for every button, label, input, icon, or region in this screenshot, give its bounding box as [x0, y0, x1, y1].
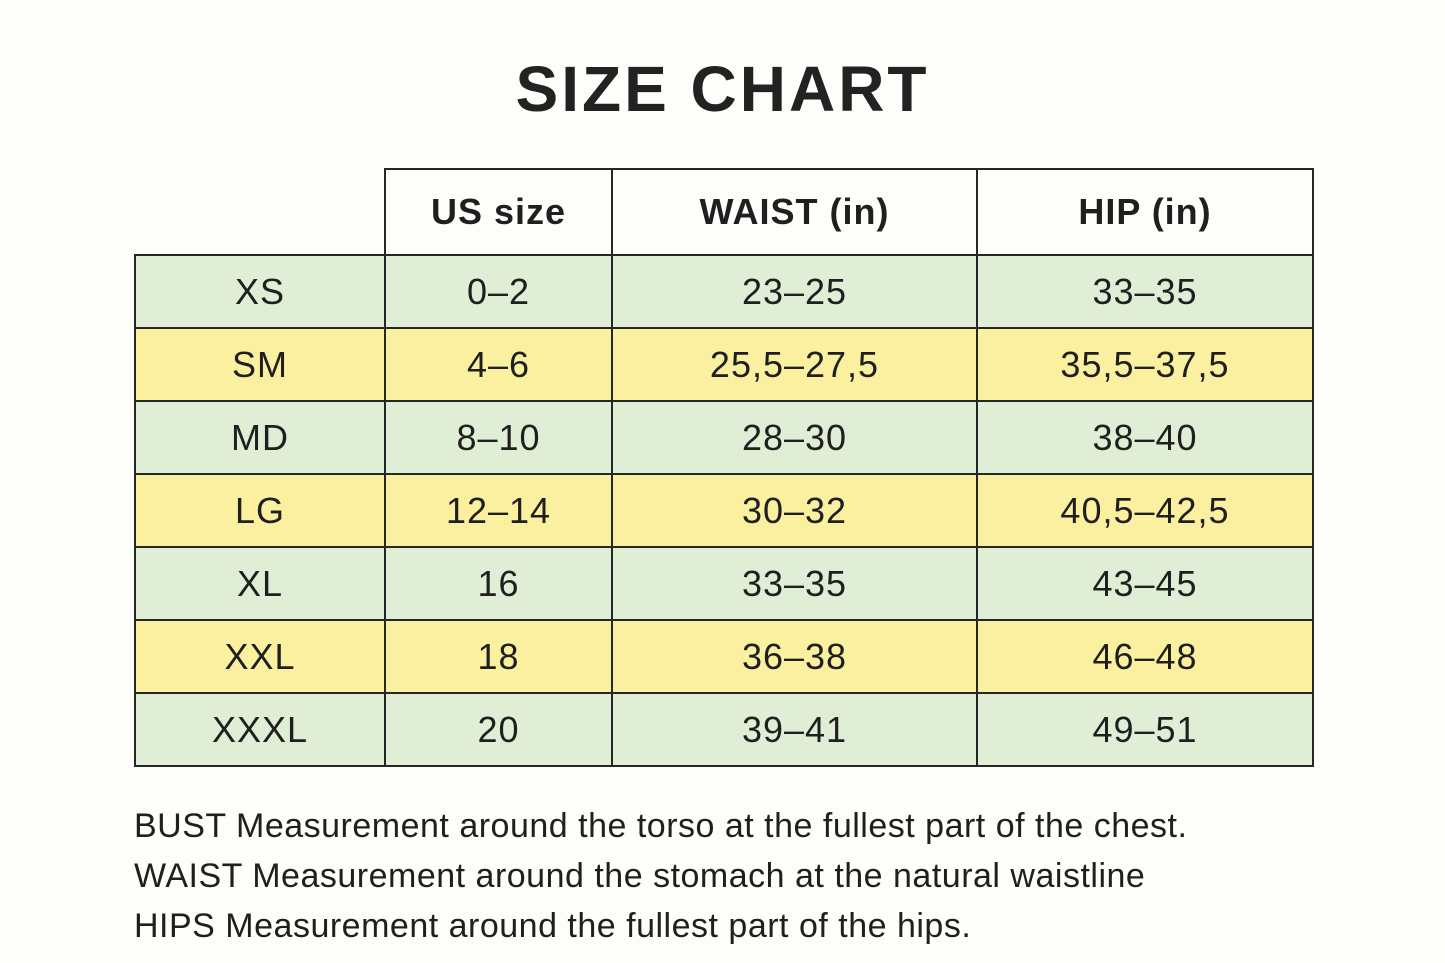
us-size-cell: 4–6 [384, 327, 613, 402]
us-size-cell: 12–14 [384, 473, 613, 548]
hip-cell: 35,5–37,5 [976, 327, 1314, 402]
size-cell: SM [134, 327, 386, 402]
size-row-xxl: XXL 18 36–38 46–48 [134, 619, 1314, 694]
waist-cell: 36–38 [611, 619, 978, 694]
measurement-notes: BUST Measurement around the torso at the… [134, 801, 1445, 951]
waist-cell: 28–30 [611, 400, 978, 475]
size-row-xl: XL 16 33–35 43–45 [134, 546, 1314, 621]
hip-cell: 43–45 [976, 546, 1314, 621]
waist-cell: 39–41 [611, 692, 978, 767]
header-row: US size WAIST (in) HIP (in) [135, 168, 1314, 256]
us-size-cell: 18 [384, 619, 613, 694]
hip-cell: 33–35 [976, 254, 1314, 329]
size-row-sm: SM 4–6 25,5–27,5 35,5–37,5 [134, 327, 1314, 402]
waist-cell: 30–32 [611, 473, 978, 548]
us-size-cell: 16 [384, 546, 613, 621]
us-size-cell: 0–2 [384, 254, 613, 329]
size-cell: MD [134, 400, 386, 475]
footnote-bust: BUST Measurement around the torso at the… [134, 807, 1188, 845]
size-cell: LG [134, 473, 386, 548]
col-header-hip: HIP (in) [976, 168, 1314, 256]
hip-cell: 40,5–42,5 [976, 473, 1314, 548]
us-size-cell: 8–10 [384, 400, 613, 475]
hip-cell: 38–40 [976, 400, 1314, 475]
size-row-md: MD 8–10 28–30 38–40 [134, 400, 1314, 475]
footnote-waist: WAIST Measurement around the stomach at … [134, 857, 1146, 895]
size-cell: XS [134, 254, 386, 329]
us-size-cell: 20 [384, 692, 613, 767]
col-header-waist: WAIST (in) [611, 168, 978, 256]
size-chart-page: SIZE CHART US size WAIST (in) HIP (in) X… [0, 52, 1445, 963]
size-cell: XXXL [134, 692, 386, 767]
waist-cell: 33–35 [611, 546, 978, 621]
size-row-lg: LG 12–14 30–32 40,5–42,5 [134, 473, 1314, 548]
size-cell: XL [134, 546, 386, 621]
hip-cell: 49–51 [976, 692, 1314, 767]
size-cell: XXL [134, 619, 386, 694]
size-row-xs: XS 0–2 23–25 33–35 [134, 254, 1314, 329]
waist-cell: 25,5–27,5 [611, 327, 978, 402]
waist-cell: 23–25 [611, 254, 978, 329]
footnote-hips: HIPS Measurement around the fullest part… [134, 907, 972, 945]
page-title: SIZE CHART [515, 53, 930, 125]
col-header-us-size: US size [384, 168, 613, 256]
hip-cell: 46–48 [976, 619, 1314, 694]
header-corner-empty [135, 169, 385, 255]
size-row-xxxl: XXXL 20 39–41 49–51 [134, 692, 1314, 767]
size-table: US size WAIST (in) HIP (in) XS 0–2 23–25… [134, 168, 1314, 767]
